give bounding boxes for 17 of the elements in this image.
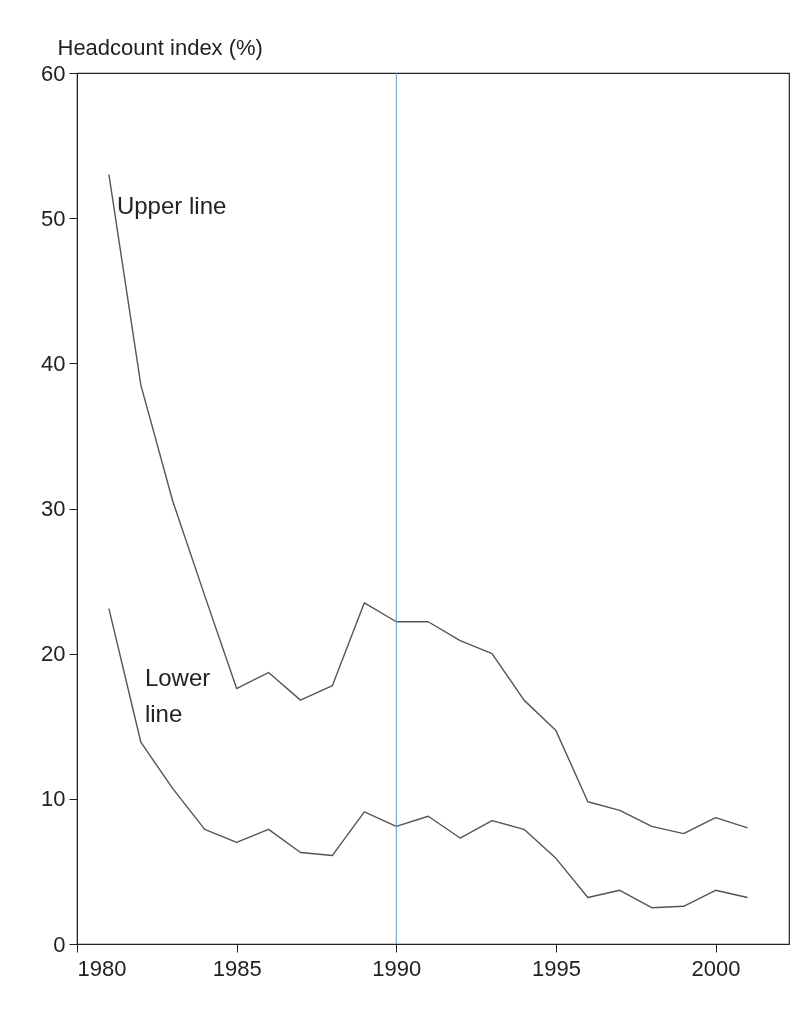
x-tick-label: 2000 — [691, 955, 741, 981]
line-series — [108, 173, 749, 835]
x-tick-label: 1980 — [77, 955, 127, 981]
series-label: Lower line — [144, 663, 211, 727]
line-series — [108, 607, 749, 909]
y-axis-title: Headcount index (%) — [57, 34, 263, 60]
y-tick-label: 60 — [41, 60, 66, 86]
x-tick-label: 1995 — [531, 955, 581, 981]
y-tick-label: 20 — [41, 641, 66, 667]
series-label: Upper line — [116, 191, 227, 219]
y-tick-label: 0 — [53, 931, 66, 957]
y-tick-label: 30 — [41, 496, 66, 521]
x-tick-label: 1990 — [372, 955, 422, 981]
y-tick-label: 40 — [41, 350, 66, 376]
x-tick-label: 1985 — [212, 955, 262, 981]
y-tick-label: 10 — [41, 786, 66, 812]
y-tick-label: 50 — [41, 205, 66, 231]
